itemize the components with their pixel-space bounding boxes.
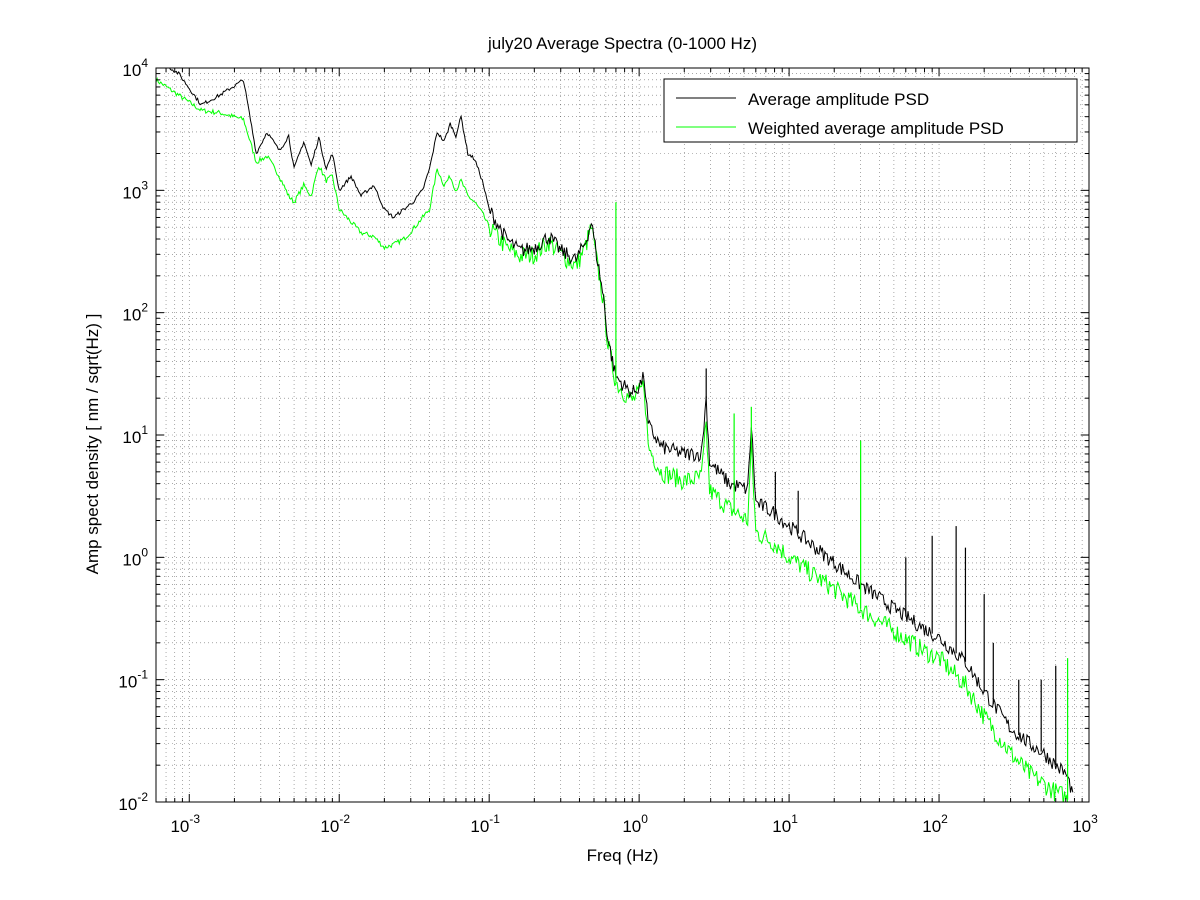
y-tick-label: 103 xyxy=(122,178,148,202)
legend-box xyxy=(663,78,1078,143)
legend: Average amplitude PSD Weighted average am… xyxy=(663,78,1078,143)
x-tick-label: 100 xyxy=(622,812,648,836)
x-axis-label: Freq (Hz) xyxy=(586,846,659,865)
plot-series xyxy=(156,68,1074,802)
y-tick-label: 104 xyxy=(122,56,148,80)
x-tick-label: 102 xyxy=(922,812,948,836)
plot-axes xyxy=(155,67,1090,803)
series-line-weighted xyxy=(156,76,1069,802)
y-tick-label: 102 xyxy=(122,301,148,325)
legend-label: Average amplitude PSD xyxy=(748,90,929,109)
y-tick-label: 100 xyxy=(122,545,148,569)
chart-title: july20 Average Spectra (0-1000 Hz) xyxy=(487,34,757,53)
x-tick-label: 10-1 xyxy=(470,812,500,836)
y-tick-label: 10-1 xyxy=(118,668,148,692)
tick-labels: 10-3 10-2 10-1 100 101 102 103 10-2 10-1 100 101 10… xyxy=(118,56,1098,836)
y-tick-label: 101 xyxy=(122,423,148,447)
x-tick-label: 101 xyxy=(772,812,798,836)
plot-frame xyxy=(155,67,1090,803)
grid-lines xyxy=(155,67,1090,803)
y-axis-label: Amp spect density [ nm / sqrt(Hz) ] xyxy=(83,313,102,575)
x-tick-label: 10-2 xyxy=(320,812,350,836)
x-tick-label: 103 xyxy=(1072,812,1098,836)
legend-label: Weighted average amplitude PSD xyxy=(748,119,1004,138)
x-tick-label: 10-3 xyxy=(170,812,200,836)
series-line-average xyxy=(169,68,1074,793)
y-tick-label: 10-2 xyxy=(118,790,148,814)
